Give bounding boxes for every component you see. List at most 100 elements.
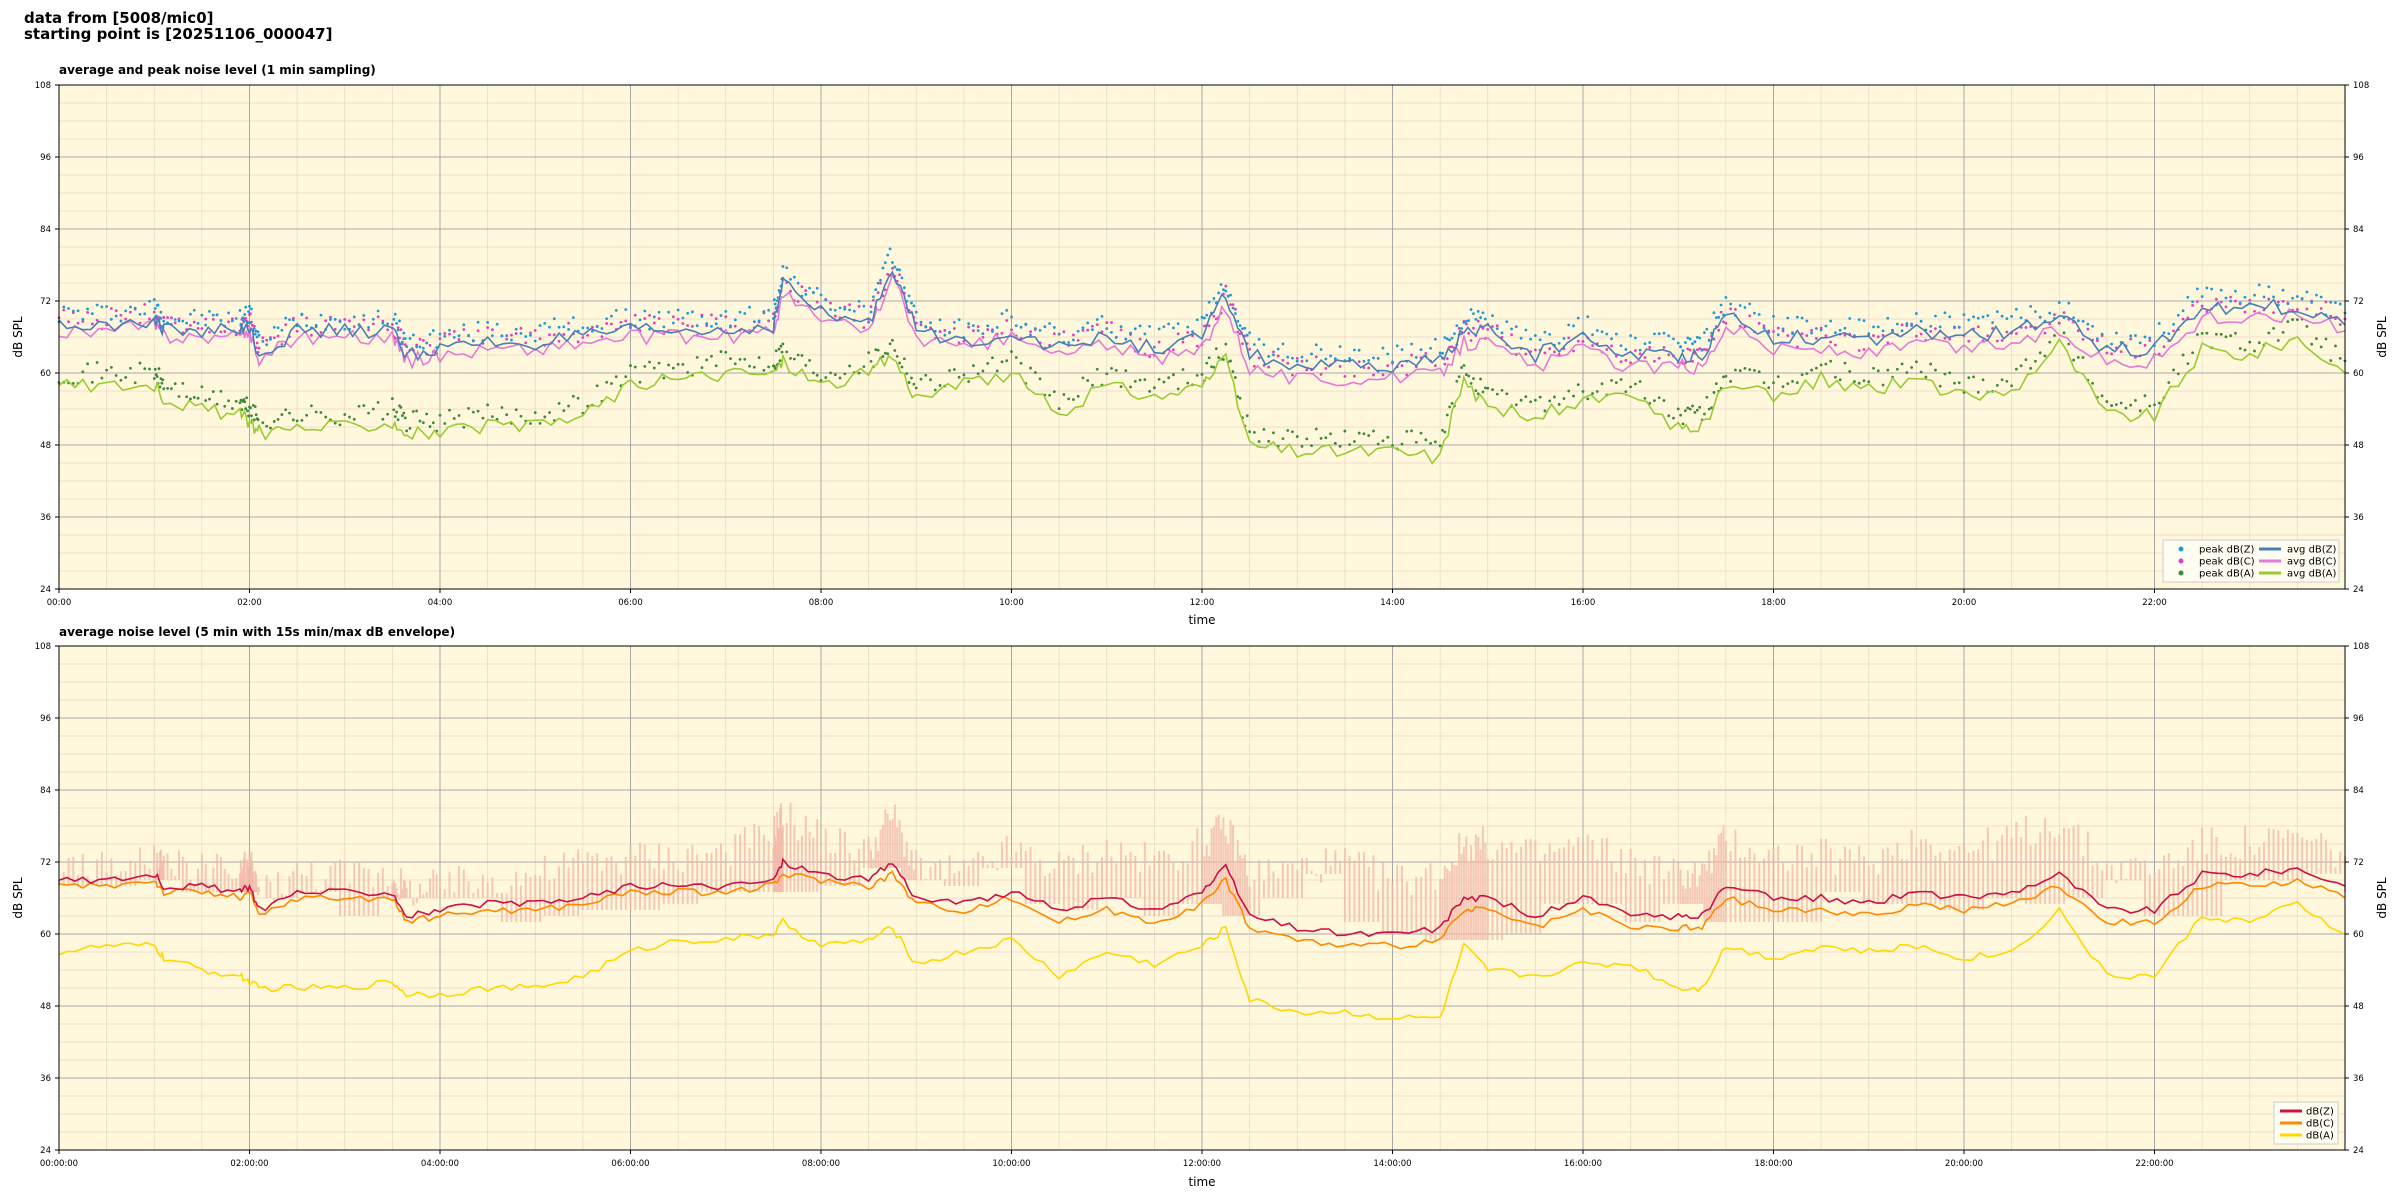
peak-point — [1591, 392, 1594, 395]
series-marks — [57, 247, 2347, 465]
peak-point — [1679, 413, 1683, 417]
peak-point — [1867, 332, 1871, 336]
peak-point — [1800, 332, 1804, 336]
peak-point — [638, 380, 642, 384]
peak-point — [157, 367, 161, 371]
peak-point — [114, 374, 118, 377]
peak-point — [1938, 325, 1942, 329]
peak-point — [610, 322, 613, 326]
peak-point — [1300, 355, 1304, 359]
peak-point — [1262, 427, 1266, 431]
peak-point — [1448, 338, 1452, 342]
peak-point — [1329, 432, 1332, 436]
peak-point — [425, 412, 429, 416]
peak-point — [1707, 338, 1711, 342]
peak-point — [173, 382, 177, 386]
peak-point — [976, 325, 980, 329]
peak-point — [250, 307, 253, 311]
peak-point — [1441, 428, 1444, 432]
peak-point — [888, 247, 892, 251]
peak-point — [1029, 333, 1032, 337]
peak-point — [1729, 307, 1733, 311]
peak-point — [448, 332, 451, 336]
peak-point — [633, 365, 637, 369]
peak-point — [938, 384, 942, 387]
peak-point — [2129, 403, 2133, 407]
peak-point — [1157, 327, 1161, 331]
peak-point — [1972, 315, 1975, 319]
peak-point — [2143, 394, 2147, 398]
peak-point — [1819, 328, 1823, 332]
peak-point — [1895, 322, 1899, 326]
peak-point — [2095, 339, 2099, 343]
peak-point — [962, 373, 966, 377]
peak-point — [343, 317, 347, 321]
peak-point — [796, 299, 800, 303]
peak-point — [300, 312, 304, 316]
peak-point — [1343, 374, 1347, 378]
peak-point — [1091, 383, 1094, 387]
peak-point — [1381, 373, 1385, 377]
peak-point — [2295, 318, 2299, 322]
peak-point — [710, 313, 713, 317]
peak-point — [595, 324, 599, 328]
peak-point — [250, 414, 253, 418]
peak-point — [1395, 344, 1399, 348]
peak-point — [1186, 331, 1190, 334]
chart-title: average noise level (5 min with 15s min/… — [59, 625, 455, 639]
peak-point — [671, 315, 675, 319]
peak-point — [1460, 366, 1463, 369]
peak-point — [2248, 298, 2252, 302]
peak-point — [1086, 321, 1090, 325]
peak-point — [567, 327, 570, 331]
peak-point — [991, 356, 994, 360]
peak-point — [1124, 369, 1128, 373]
peak-point — [1076, 394, 1080, 398]
peak-point — [255, 335, 259, 339]
peak-point — [1286, 429, 1290, 432]
peak-point — [1314, 343, 1318, 347]
page-header: data from [5008/mic0] starting point is … — [24, 10, 332, 42]
peak-point — [1181, 368, 1185, 371]
peak-point — [2172, 329, 2175, 333]
peak-point — [86, 362, 89, 366]
peak-point — [986, 328, 990, 331]
peak-point — [700, 315, 704, 318]
peak-point — [1186, 325, 1190, 329]
peak-point — [1934, 327, 1937, 331]
peak-point — [2329, 314, 2333, 318]
peak-point — [586, 333, 590, 337]
peak-point — [124, 309, 128, 313]
peak-point — [1033, 371, 1037, 374]
peak-point — [1772, 381, 1775, 385]
peak-point — [1786, 382, 1790, 386]
peak-point — [1729, 379, 1733, 383]
peak-point — [1319, 436, 1323, 440]
peak-point — [1357, 348, 1361, 352]
peak-point — [1472, 326, 1475, 330]
peak-point — [230, 407, 234, 410]
peak-point — [838, 376, 842, 380]
peak-point — [189, 312, 192, 316]
peak-point — [1495, 392, 1499, 396]
peak-point — [857, 299, 861, 303]
peak-point — [1310, 444, 1313, 448]
peak-point — [1200, 373, 1204, 376]
peak-point — [1829, 340, 1833, 344]
x-tick-label: 10:00 — [999, 598, 1024, 608]
peak-point — [762, 368, 766, 372]
peak-point — [2234, 289, 2237, 293]
peak-point — [1712, 391, 1716, 394]
peak-point — [1800, 373, 1804, 377]
peak-point — [252, 327, 256, 330]
legend: peak dB(Z)peak dB(C)peak dB(A)avg dB(Z)a… — [2162, 539, 2340, 583]
peak-point — [2181, 353, 2185, 357]
y-tick-label: 108 — [35, 642, 51, 652]
peak-point — [1100, 315, 1104, 318]
legend: dB(Z)dB(C)dB(A) — [2273, 1101, 2339, 1145]
peak-point — [1424, 438, 1428, 442]
peak-point — [883, 288, 887, 292]
peak-point — [1662, 331, 1666, 335]
peak-point — [173, 321, 177, 325]
peak-point — [166, 316, 169, 319]
